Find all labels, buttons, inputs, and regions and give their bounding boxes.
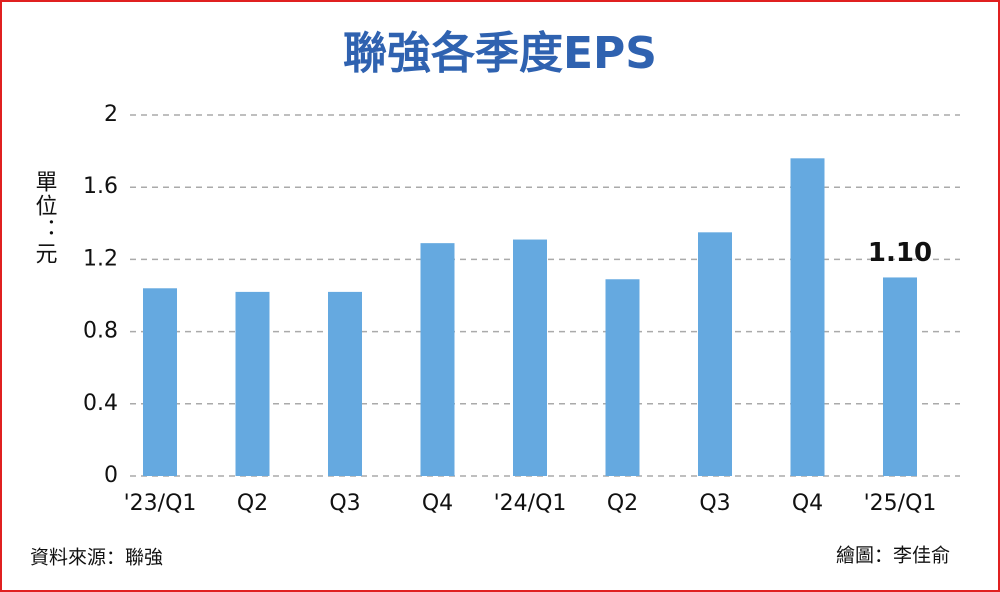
bar [235, 291, 270, 476]
x-tick-label: '24/Q1 [494, 491, 567, 516]
bar [698, 232, 732, 476]
bar [420, 243, 455, 476]
bar [883, 277, 917, 476]
x-tick-label: Q2 [237, 491, 268, 516]
x-tick-label: '23/Q1 [124, 491, 197, 516]
x-tick-label: Q4 [422, 491, 453, 516]
x-tick-label: Q3 [699, 491, 730, 516]
bar [790, 158, 825, 476]
chart-title: 聯強各季度EPS [343, 28, 657, 79]
y-axis-label: 單位：元 [32, 170, 58, 266]
y-tick-label: 0 [104, 463, 118, 488]
bar [143, 288, 177, 476]
credit: 繪圖：李佳俞 [836, 545, 950, 567]
x-tick-label: Q4 [792, 491, 823, 516]
y-tick-label: 0.8 [83, 319, 118, 344]
x-tick-label: '25/Q1 [864, 491, 937, 516]
y-tick-label: 2 [104, 102, 118, 127]
bar [513, 239, 547, 476]
bar [605, 279, 640, 476]
x-tick-label: Q3 [329, 491, 360, 516]
y-tick-label: 0.4 [83, 391, 118, 416]
bar [328, 291, 362, 476]
y-tick-label: 1.2 [83, 246, 118, 271]
source: 資料來源：聯強 [30, 547, 163, 569]
x-tick-label: Q2 [607, 491, 638, 516]
value-label: 1.10 [868, 238, 932, 268]
y-tick-label: 1.6 [83, 174, 118, 199]
